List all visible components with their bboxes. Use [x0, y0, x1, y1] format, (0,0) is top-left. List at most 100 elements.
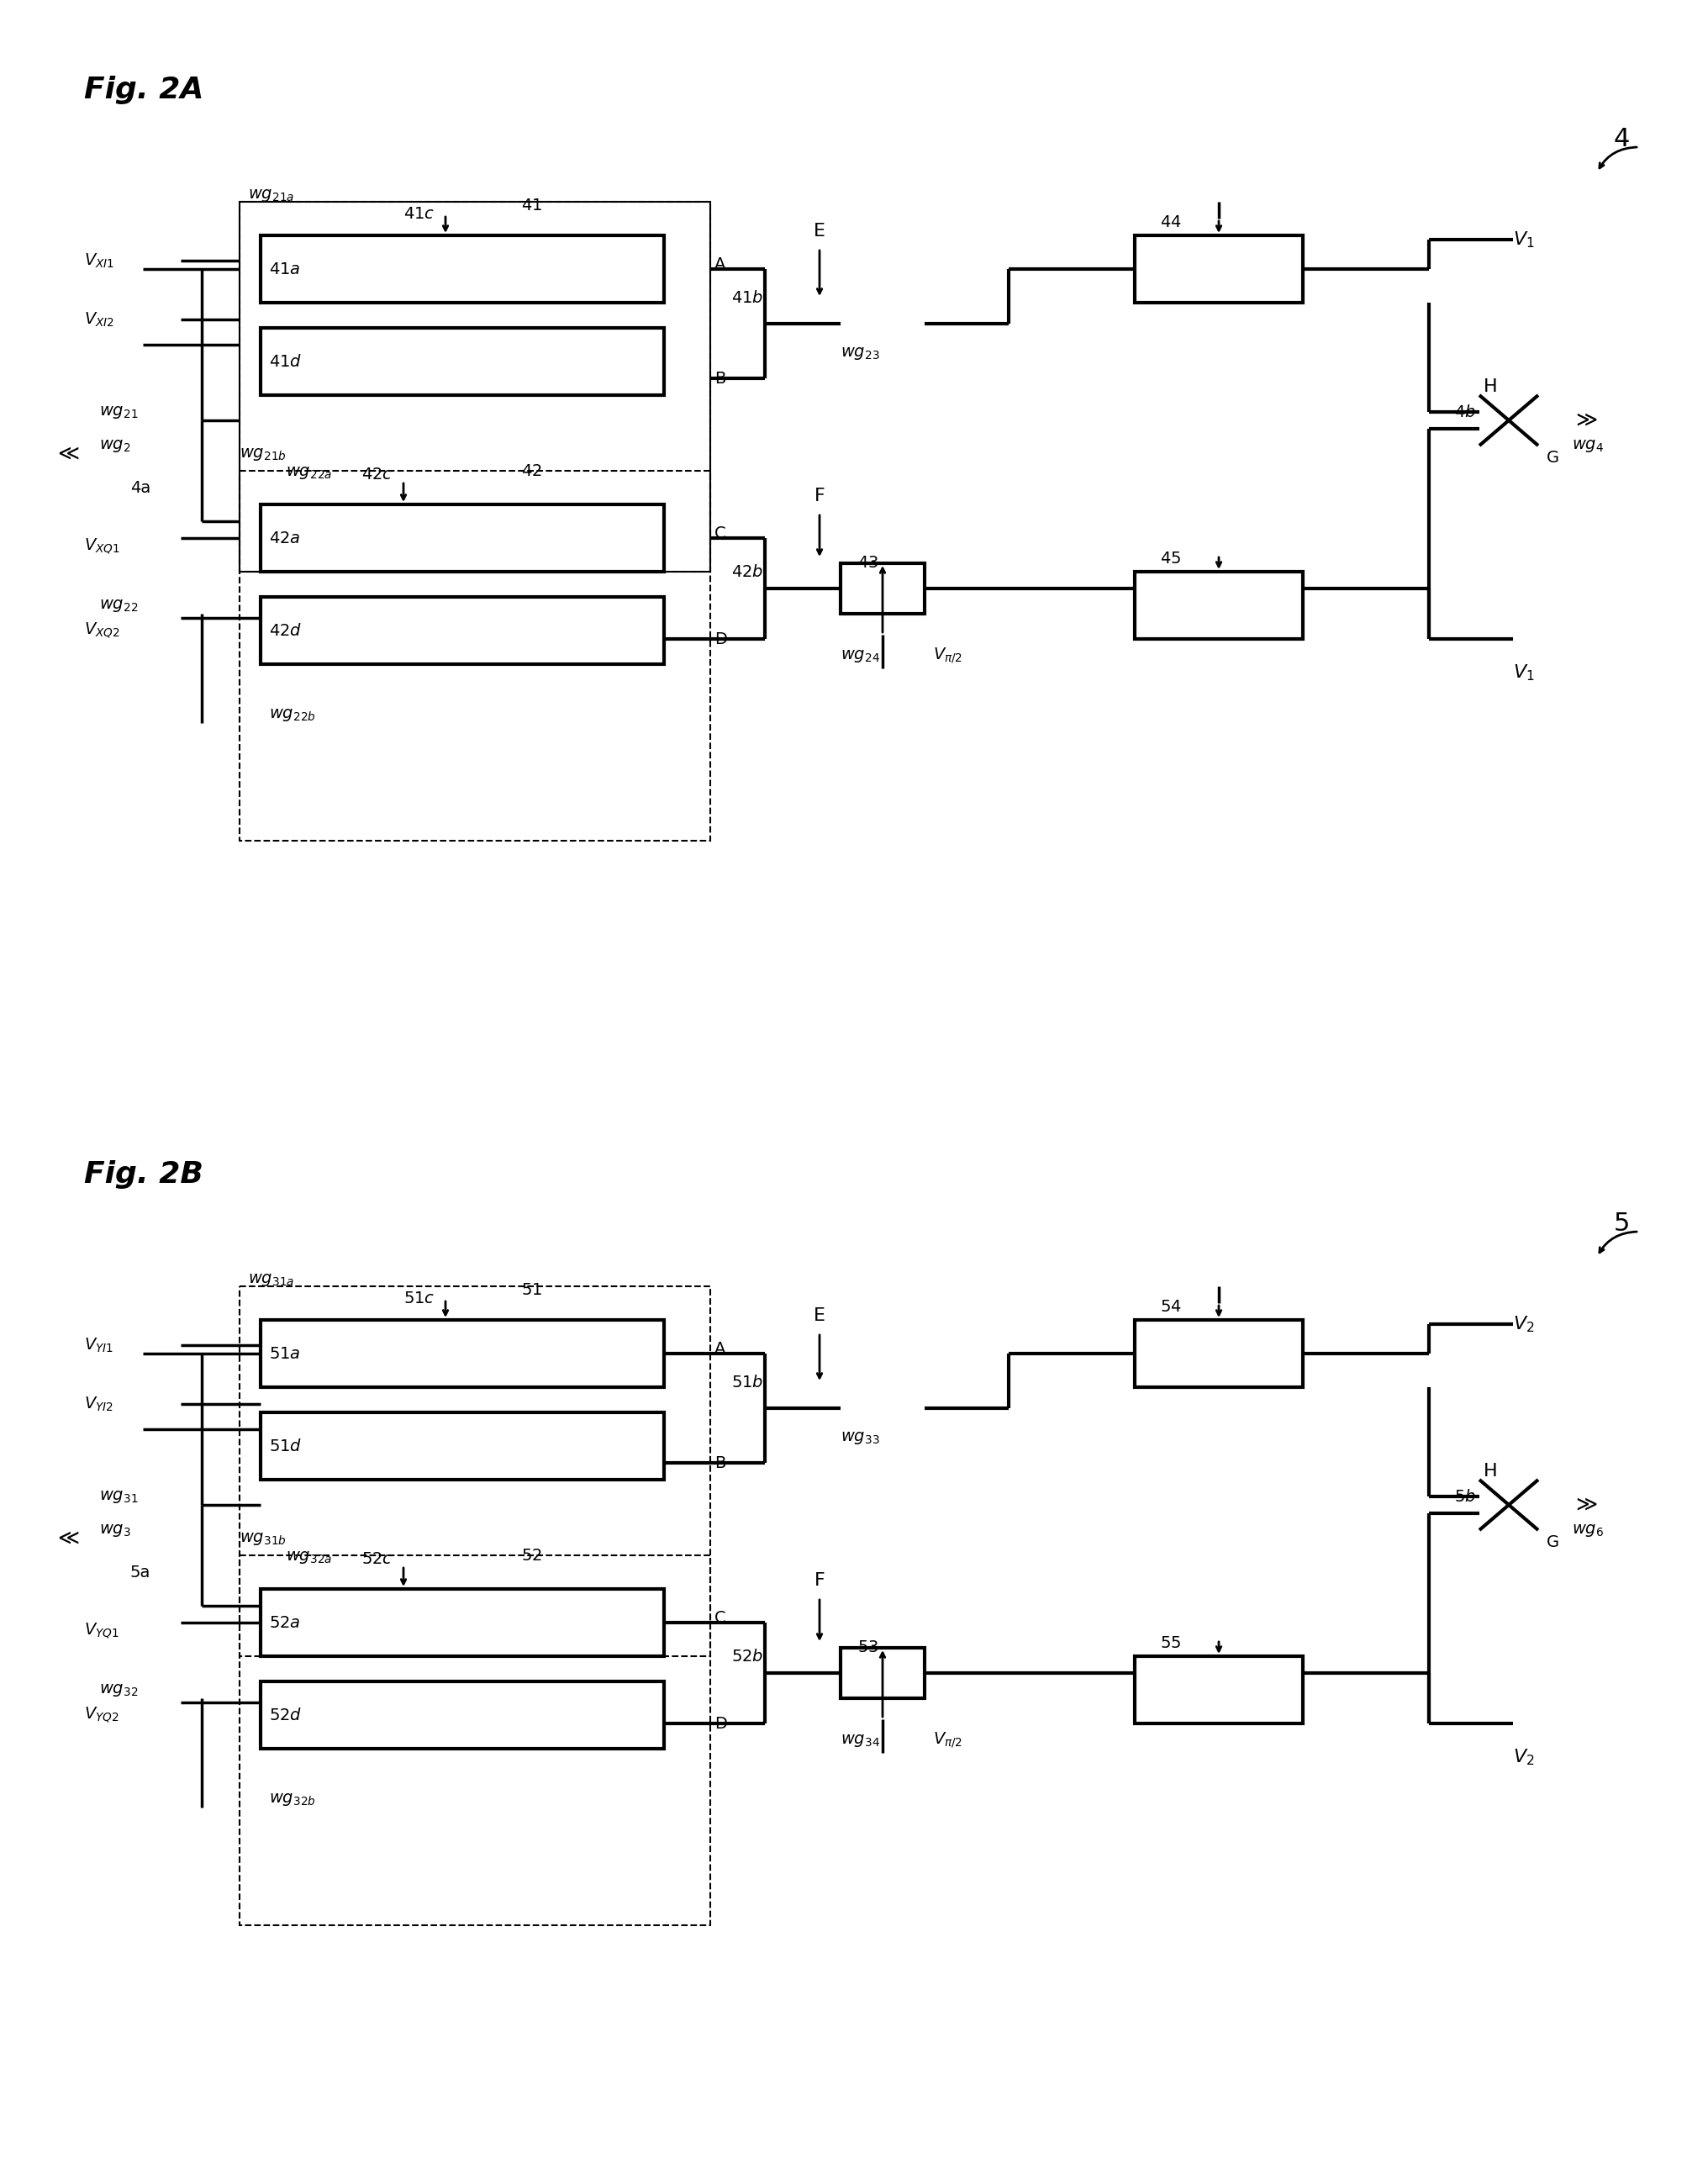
- Text: B: B: [714, 1454, 726, 1472]
- Text: B: B: [714, 370, 726, 387]
- Text: C: C: [714, 1610, 726, 1627]
- Text: $42d$: $42d$: [268, 623, 302, 638]
- Text: $V_1$: $V_1$: [1512, 229, 1534, 249]
- Text: $V_{XI1}$: $V_{XI1}$: [84, 251, 114, 270]
- Bar: [239, 201, 711, 571]
- Text: $\ll$: $\ll$: [55, 444, 80, 463]
- Bar: [239, 1556, 711, 1926]
- Text: $\ll$: $\ll$: [55, 1528, 80, 1549]
- Text: $wg_{22b}$: $wg_{22b}$: [268, 708, 316, 723]
- Text: $wg_{34}$: $wg_{34}$: [840, 1733, 880, 1749]
- Text: $55$: $55$: [1160, 1636, 1180, 1651]
- Text: $wg_{32a}$: $wg_{32a}$: [285, 1549, 331, 1565]
- Text: $41a$: $41a$: [268, 262, 301, 277]
- Text: A: A: [714, 1342, 726, 1357]
- Text: $wg_{22a}$: $wg_{22a}$: [285, 465, 331, 480]
- Text: $51a$: $51a$: [268, 1346, 301, 1361]
- Text: $52a$: $52a$: [268, 1614, 301, 1629]
- Text: $V_{\pi/2}$: $V_{\pi/2}$: [933, 1731, 962, 1751]
- Text: $V_{YI1}$: $V_{YI1}$: [84, 1335, 113, 1355]
- Text: $42b$: $42b$: [731, 563, 763, 580]
- Bar: [239, 472, 711, 842]
- Bar: [260, 1588, 664, 1655]
- Text: $V_2$: $V_2$: [1512, 1746, 1534, 1768]
- Text: 4: 4: [1612, 126, 1629, 151]
- Text: $wg_{32}$: $wg_{32}$: [99, 1681, 138, 1699]
- Bar: [260, 329, 664, 396]
- Text: $41$: $41$: [521, 197, 541, 214]
- Text: $42c$: $42c$: [362, 467, 393, 483]
- Text: $45$: $45$: [1160, 552, 1180, 567]
- Text: H: H: [1483, 1463, 1496, 1480]
- Text: F: F: [813, 1571, 825, 1588]
- Bar: [1134, 1655, 1301, 1723]
- Bar: [239, 201, 711, 571]
- Text: $V_{XQ1}$: $V_{XQ1}$: [84, 537, 120, 556]
- Text: $wg_{21b}$: $wg_{21b}$: [239, 446, 287, 461]
- Bar: [840, 563, 924, 615]
- Text: $52d$: $52d$: [268, 1707, 302, 1723]
- Text: 5a: 5a: [130, 1565, 150, 1580]
- Text: $52b$: $52b$: [731, 1649, 763, 1664]
- Text: $wg_{31b}$: $wg_{31b}$: [239, 1530, 287, 1547]
- Bar: [239, 1285, 711, 1655]
- Text: $V_1$: $V_1$: [1512, 662, 1534, 682]
- Text: $V_{YQ2}$: $V_{YQ2}$: [84, 1705, 120, 1725]
- Text: $V_{YI2}$: $V_{YI2}$: [84, 1396, 113, 1413]
- Text: $wg_3$: $wg_3$: [99, 1521, 132, 1539]
- Text: G: G: [1546, 450, 1559, 465]
- Text: $51b$: $51b$: [731, 1374, 763, 1391]
- Bar: [260, 504, 664, 571]
- Text: $wg_{33}$: $wg_{33}$: [840, 1430, 880, 1446]
- Text: $V_{XI2}$: $V_{XI2}$: [84, 309, 114, 329]
- Text: $52$: $52$: [521, 1547, 541, 1562]
- Text: $52c$: $52c$: [362, 1552, 393, 1567]
- Text: $V_{XQ2}$: $V_{XQ2}$: [84, 621, 120, 641]
- Bar: [1134, 236, 1301, 303]
- Text: H: H: [1483, 379, 1496, 396]
- Text: E: E: [813, 223, 825, 240]
- Text: $53$: $53$: [857, 1640, 878, 1655]
- Text: $41b$: $41b$: [731, 290, 763, 307]
- Text: D: D: [714, 632, 726, 647]
- Text: $42$: $42$: [521, 463, 541, 478]
- Text: $\gg$: $\gg$: [1571, 1495, 1597, 1515]
- Text: $42a$: $42a$: [268, 530, 301, 545]
- Text: $wg_4$: $wg_4$: [1571, 437, 1604, 454]
- Bar: [260, 236, 664, 303]
- Text: $51d$: $51d$: [268, 1439, 302, 1454]
- Text: F: F: [813, 487, 825, 504]
- Bar: [260, 1320, 664, 1387]
- Text: A: A: [714, 258, 726, 273]
- Text: $51c$: $51c$: [403, 1292, 434, 1307]
- Text: $41d$: $41d$: [268, 353, 302, 370]
- Bar: [840, 1647, 924, 1699]
- Text: $wg_{21a}$: $wg_{21a}$: [248, 186, 294, 203]
- Text: $wg_6$: $wg_6$: [1571, 1521, 1604, 1539]
- Text: Fig. 2B: Fig. 2B: [84, 1160, 203, 1188]
- Bar: [1134, 1320, 1301, 1387]
- Text: $V_2$: $V_2$: [1512, 1314, 1534, 1333]
- Text: $V_{\pi/2}$: $V_{\pi/2}$: [933, 647, 962, 664]
- Text: D: D: [714, 1716, 726, 1731]
- Text: $wg_{21}$: $wg_{21}$: [99, 405, 138, 420]
- Text: $wg_{24}$: $wg_{24}$: [840, 647, 880, 664]
- Text: Fig. 2A: Fig. 2A: [84, 76, 203, 104]
- Bar: [1134, 571, 1301, 638]
- Bar: [260, 1681, 664, 1749]
- Text: 4a: 4a: [130, 480, 150, 496]
- Text: $wg_{31}$: $wg_{31}$: [99, 1489, 138, 1504]
- Text: $41c$: $41c$: [403, 206, 434, 223]
- Text: G: G: [1546, 1534, 1559, 1552]
- Text: $wg_{31a}$: $wg_{31a}$: [248, 1272, 294, 1288]
- Text: C: C: [714, 526, 726, 541]
- Text: $4b$: $4b$: [1454, 405, 1476, 420]
- Bar: [260, 597, 664, 664]
- Text: $54$: $54$: [1160, 1298, 1180, 1316]
- Text: $44$: $44$: [1160, 214, 1180, 232]
- Text: $wg_2$: $wg_2$: [99, 437, 132, 454]
- Text: $wg_{32b}$: $wg_{32b}$: [268, 1792, 316, 1807]
- Text: $5b$: $5b$: [1454, 1489, 1476, 1504]
- Text: $43$: $43$: [857, 554, 878, 571]
- Text: $wg_{22}$: $wg_{22}$: [99, 597, 138, 612]
